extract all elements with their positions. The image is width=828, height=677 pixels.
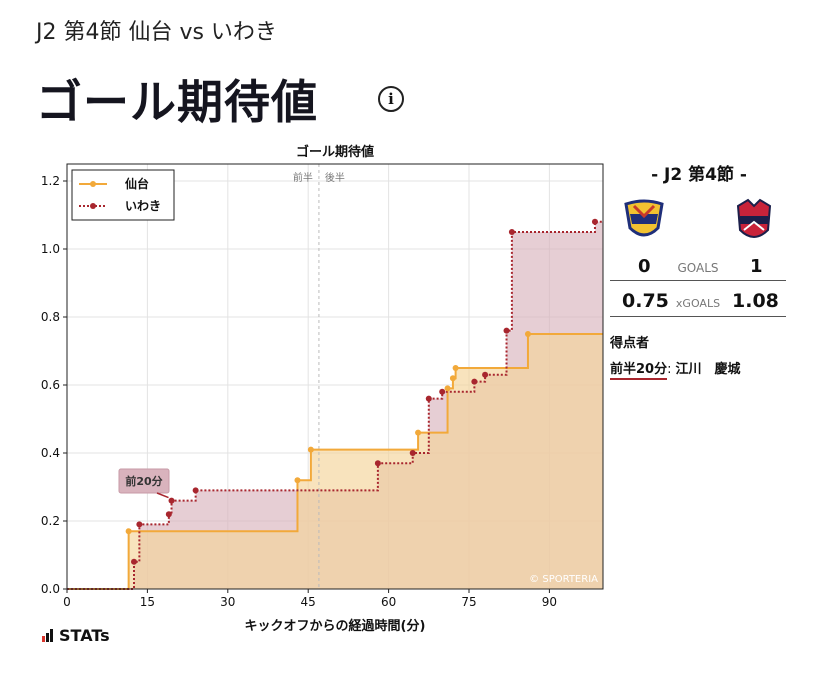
series-point <box>503 327 510 334</box>
y-tick-label: 0.2 <box>41 514 60 528</box>
series-point <box>471 378 478 385</box>
scorers-title: 得点者 <box>610 336 650 351</box>
series-point <box>136 521 143 528</box>
series-point <box>452 365 459 371</box>
legend-label: いわき <box>125 199 161 213</box>
series-point <box>591 218 598 225</box>
legend-box <box>71 169 175 221</box>
scorer-time: 前半20分 <box>610 362 668 380</box>
xgoals-row: 0.75 xGOALS 1.08 <box>610 290 786 317</box>
x-tick-label: 75 <box>461 595 476 609</box>
x-tick-label: 90 <box>542 595 557 609</box>
y-tick-label: 0.4 <box>41 446 60 460</box>
x-tick-label: 45 <box>301 595 316 609</box>
y-tick-label: 1.2 <box>41 174 60 188</box>
series-point <box>524 331 531 337</box>
goals-row: 0 GOALS 1 <box>610 256 786 281</box>
annotation-arrow <box>156 492 169 499</box>
chart-title: ゴール期待値 <box>296 144 374 160</box>
vegalta-crest-icon <box>624 199 664 237</box>
series-point <box>409 450 416 456</box>
series-point <box>439 388 446 395</box>
x-tick-label: 30 <box>220 595 235 609</box>
brand-logo: STATs <box>42 626 110 646</box>
series-line <box>67 333 603 590</box>
xg-chart: ゴール期待値 前半 後半 0 15 30 45 60 75 90 0.0 0.2 0.4 0.6 0.8… <box>41 144 604 634</box>
legend-marker <box>90 203 96 209</box>
iwaki-fc-crest-icon <box>736 198 772 238</box>
y-tick-label: 0.6 <box>41 378 60 392</box>
away-xgoals: 1.08 <box>732 290 779 312</box>
away-goals: 1 <box>750 256 763 277</box>
goals-label: GOALS <box>677 261 719 275</box>
y-tick-label: 1.0 <box>41 242 60 256</box>
x-tick-label: 15 <box>140 595 155 609</box>
second-half-label: 後半 <box>325 171 345 184</box>
series-points <box>125 218 598 565</box>
xgoals-label: xGOALS <box>675 297 721 310</box>
series-point <box>444 385 451 392</box>
x-axis-label: キックオフからの経過時間(分) <box>245 618 426 634</box>
scorer-item: 前半20分: 江川 慶城 <box>610 358 741 380</box>
series-point <box>294 477 301 484</box>
series-point <box>192 487 199 494</box>
round-title: - J2 第4節 - <box>651 165 747 185</box>
series-point <box>482 371 489 378</box>
x-tick-label: 60 <box>381 595 396 609</box>
annotation-label: 前20分 <box>125 474 162 488</box>
series-point <box>508 229 515 235</box>
chart-annotations: 前20分 <box>118 468 170 499</box>
home-goals: 0 <box>638 256 651 277</box>
scorer-names: 江川 慶城 <box>675 362 741 377</box>
series-point <box>307 446 314 453</box>
series-point <box>425 395 432 402</box>
series-point <box>165 511 172 518</box>
match-subtitle: J2 第4節 仙台 vs いわき <box>36 20 277 45</box>
first-half-label: 前半 <box>293 171 313 184</box>
series-point <box>125 528 132 535</box>
axis-ticks: 0 15 30 45 60 75 90 0.0 0.2 0.4 0.6 0.8 1.0 1.2 <box>41 174 557 609</box>
series-point <box>415 429 422 436</box>
annotation-box <box>118 468 170 494</box>
plot-frame <box>66 163 604 590</box>
watermark: © SPORTERIA <box>529 574 598 585</box>
page-title: ゴール期待値 <box>36 75 318 129</box>
series-fills <box>67 221 603 590</box>
series-point <box>449 375 456 382</box>
half-time-line: 前半 後半 <box>293 164 345 589</box>
series-point <box>374 460 381 467</box>
x-tick-label: 0 <box>63 595 71 609</box>
match-summary: - J2 第4節 - 0 GOALS 1 0.75 xGOALS 1.08 得点… <box>610 160 788 380</box>
home-xgoals: 0.75 <box>622 290 669 312</box>
bar-chart-icon <box>42 627 54 646</box>
brand-name: STATs <box>59 626 110 645</box>
y-tick-label: 0.8 <box>41 310 60 324</box>
legend-marker <box>90 181 96 187</box>
info-circle-icon[interactable]: i <box>378 86 404 112</box>
series-point <box>168 497 175 504</box>
scorer-separator: : <box>667 362 672 377</box>
legend-label: 仙台 <box>125 176 149 191</box>
series-fill <box>67 334 603 589</box>
series-point <box>131 558 137 565</box>
y-tick-label: 0.0 <box>41 582 60 596</box>
